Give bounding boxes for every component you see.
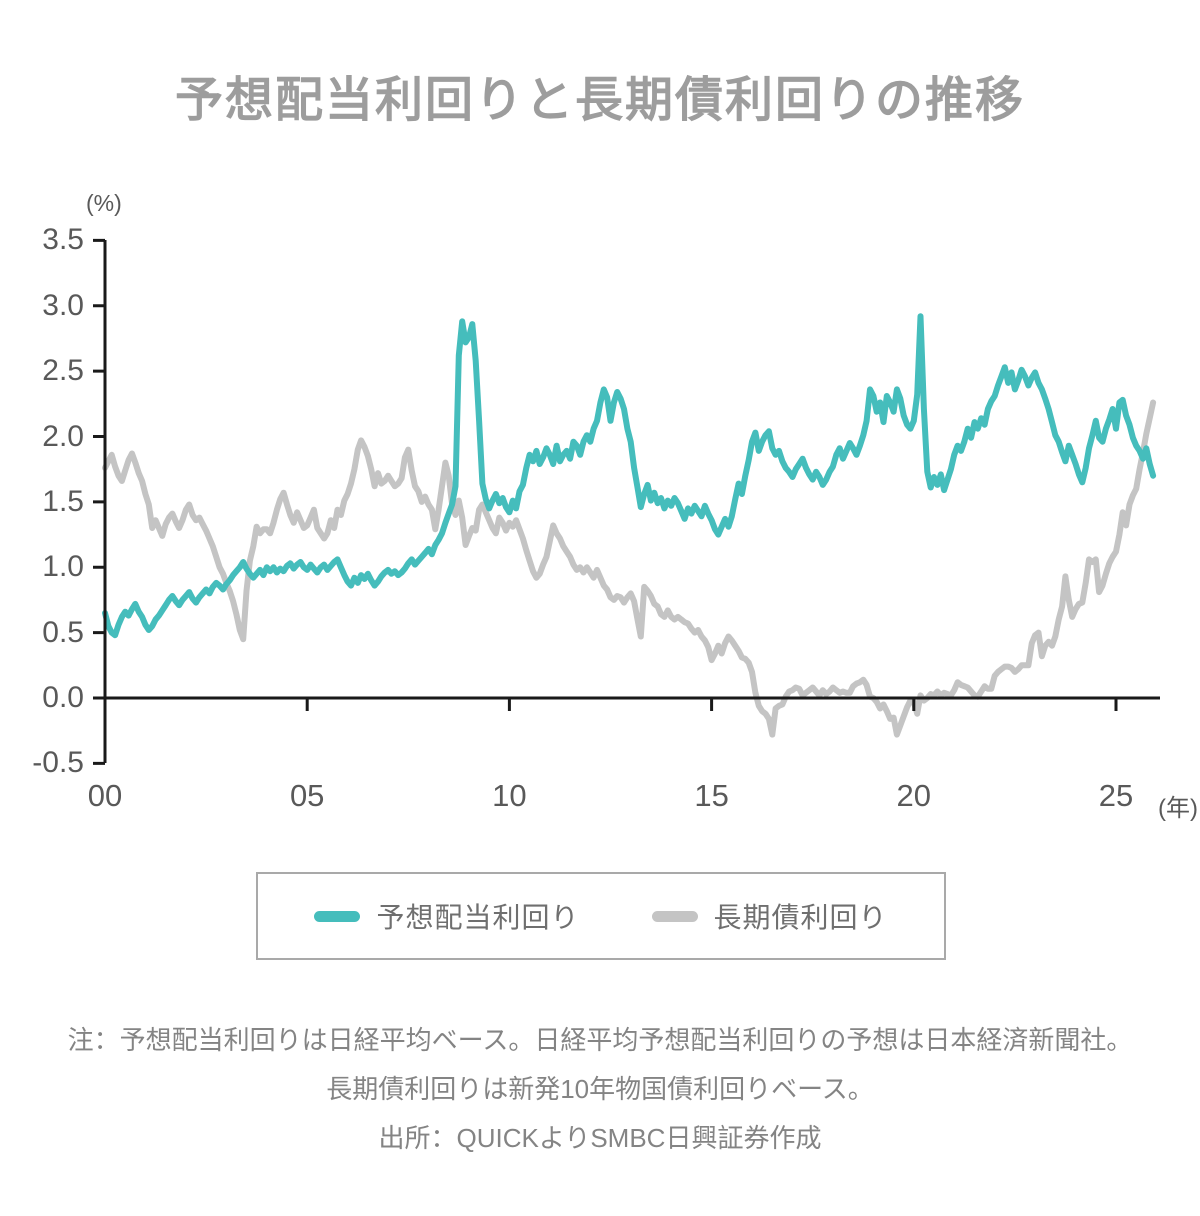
footnote-line-2: 長期債利回りは新発10年物国債利回りベース。 <box>326 1074 874 1104</box>
legend-item-bond-yield: 長期債利回り <box>651 896 888 936</box>
x-tick-label: 00 <box>87 778 123 813</box>
x-axis-unit-label: (年) <box>1158 795 1198 822</box>
legend-item-dividend-yield: 予想配当利回り <box>314 896 579 936</box>
bond-yield-legend-label: 長期債利回り <box>713 902 888 933</box>
x-tick-label: 10 <box>492 778 527 813</box>
footnote-line-3: 出所：QUICKよりSMBC日興証券作成 <box>378 1123 822 1153</box>
y-tick-label: 1.5 <box>42 484 84 518</box>
dividend-yield-line-swatch <box>314 910 361 922</box>
footnotes: 注：予想配当利回りは日経平均ベース。日経平均予想配当利回りの予想は日本経済新聞社… <box>0 1016 1200 1163</box>
y-tick-label: 2.5 <box>42 354 84 388</box>
y-tick-label: 0.5 <box>42 615 84 649</box>
y-tick-label: 2.0 <box>42 419 84 453</box>
x-tick-label: 05 <box>289 778 325 813</box>
dividend-yield-legend-label: 予想配当利回り <box>376 902 580 933</box>
y-tick-label: 3.5 <box>42 223 84 257</box>
y-tick-label: 0.0 <box>42 681 84 714</box>
x-tick-label: 25 <box>1098 778 1134 813</box>
bond-yield-line-swatch <box>651 910 698 922</box>
y-tick-label: -0.5 <box>32 746 84 780</box>
page-title: 予想配当利回りと長期債利回りの推移 <box>174 74 1025 127</box>
x-tick-label: 15 <box>694 778 729 813</box>
x-tick-label: 20 <box>896 778 932 813</box>
y-tick-label: 3.0 <box>42 288 84 322</box>
y-axis-unit-label: (%) <box>86 190 122 216</box>
legend: 予想配当利回り 長期債利回り <box>256 872 946 960</box>
footnote-line-1: 注：予想配当利回りは日経平均ベース。日経平均予想配当利回りの予想は日本経済新聞社… <box>67 1025 1133 1055</box>
y-tick-label: 1.0 <box>42 550 84 584</box>
